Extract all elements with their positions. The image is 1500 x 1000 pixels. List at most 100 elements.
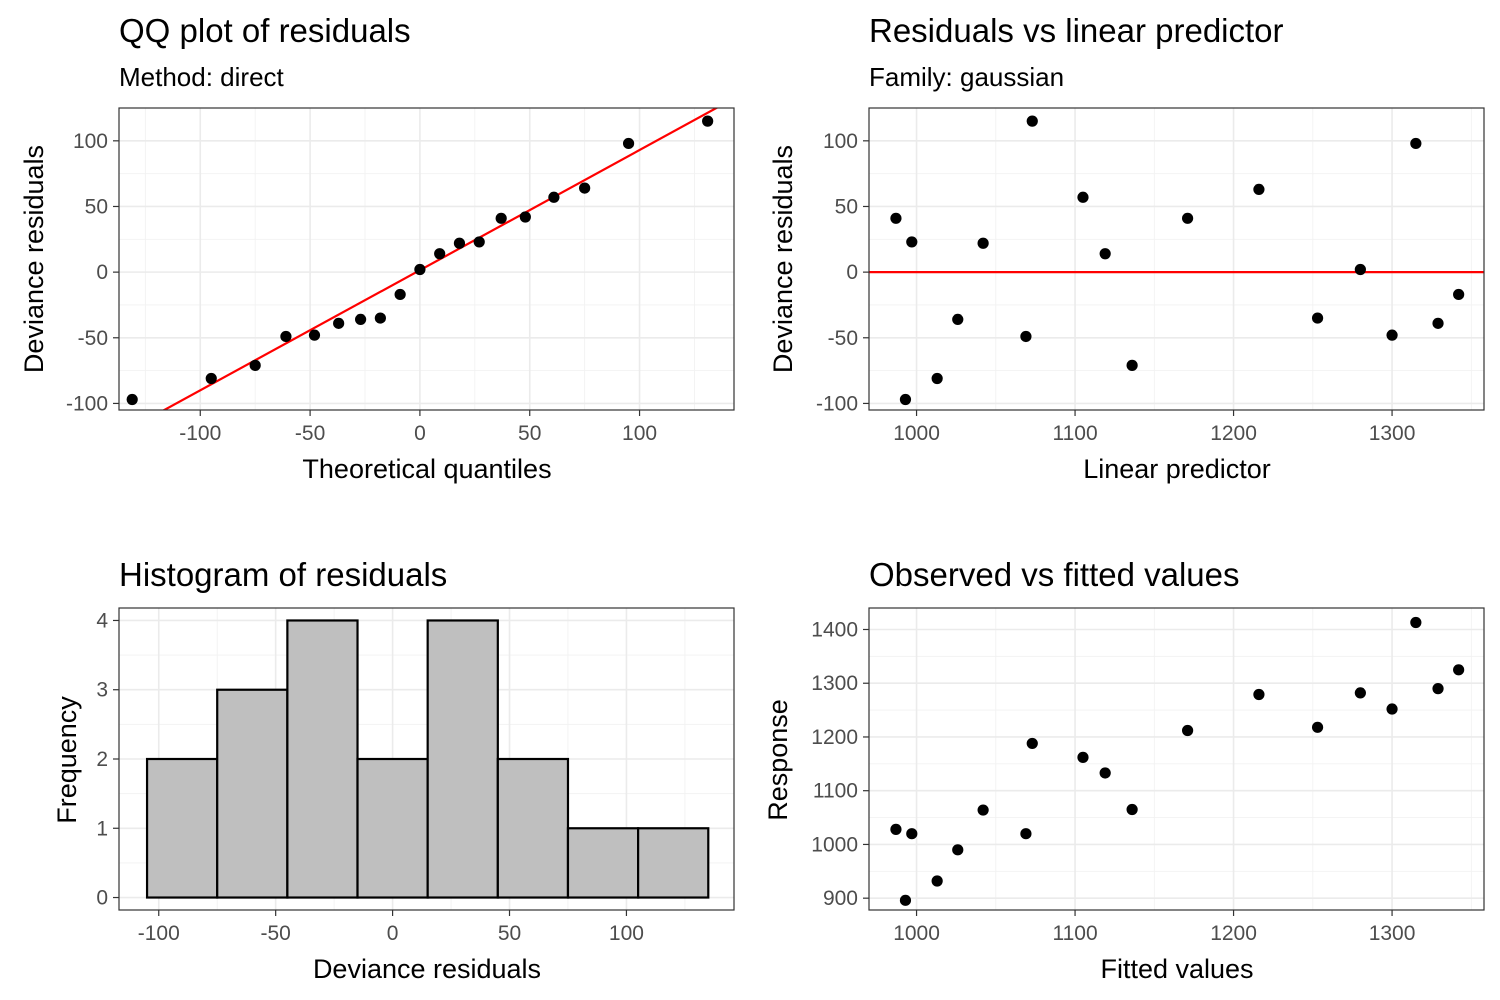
x-tick-label: 1100 bbox=[1052, 922, 1097, 945]
data-point bbox=[1099, 248, 1111, 260]
y-tick-label: 0 bbox=[96, 261, 108, 284]
data-point bbox=[308, 329, 321, 341]
x-tick-label: 1000 bbox=[893, 922, 940, 945]
y-tick-label: 50 bbox=[835, 195, 858, 218]
data-point bbox=[906, 828, 918, 840]
data-point bbox=[453, 237, 466, 249]
x-tick-label: 1100 bbox=[1052, 422, 1097, 445]
data-point bbox=[931, 875, 943, 887]
data-point bbox=[473, 236, 485, 248]
data-point bbox=[1432, 317, 1444, 329]
y-tick-label: 4 bbox=[96, 609, 108, 632]
data-point bbox=[1354, 263, 1366, 276]
y-tick-label: 900 bbox=[823, 887, 858, 910]
histogram-plot-area: -100 -50 0 50 100 0 1 2 3 4 bbox=[96, 607, 735, 945]
data-point bbox=[1410, 616, 1422, 629]
data-point bbox=[1253, 688, 1265, 701]
y-tick-label: 3 bbox=[96, 679, 108, 702]
y-tick-label: 2 bbox=[96, 748, 108, 771]
qq-plot-subtitle: Method: direct bbox=[119, 62, 285, 92]
histogram-bar bbox=[426, 619, 499, 899]
histogram-bar bbox=[216, 688, 289, 899]
data-point bbox=[280, 330, 292, 343]
residuals-vs-predictor-panel: Residuals vs linear predictor Family: ga… bbox=[768, 12, 1485, 484]
x-tick-label: 50 bbox=[498, 922, 521, 945]
histogram-y-axis-title: Frequency bbox=[52, 696, 82, 824]
plot-frame bbox=[868, 107, 1485, 411]
data-point bbox=[1453, 288, 1465, 301]
data-point bbox=[1026, 737, 1038, 750]
qq-plot-area: -100 -50 0 50 100 -100 -50 0 50 100 bbox=[66, 107, 735, 445]
histogram-bar bbox=[566, 827, 640, 899]
data-point bbox=[906, 236, 918, 248]
data-point bbox=[890, 823, 902, 835]
data-point bbox=[890, 212, 902, 224]
y-tick-label: -100 bbox=[816, 392, 858, 415]
x-tick-label: 0 bbox=[387, 922, 399, 945]
x-tick-label: -100 bbox=[179, 422, 221, 445]
histogram-bar bbox=[637, 827, 710, 899]
qq-plot-title: QQ plot of residuals bbox=[119, 12, 411, 49]
residuals-y-axis-title: Deviance residuals bbox=[768, 145, 798, 373]
observed-x-axis-title: Fitted values bbox=[1100, 954, 1253, 984]
data-point bbox=[126, 393, 138, 406]
residuals-plot-title: Residuals vs linear predictor bbox=[869, 12, 1284, 49]
data-point bbox=[702, 115, 714, 127]
residuals-plot-area: 1000 1100 1200 1300 -100 -50 0 50 100 bbox=[816, 107, 1485, 445]
y-tick-label: -50 bbox=[828, 327, 858, 350]
data-point bbox=[1432, 683, 1444, 695]
y-tick-label: -50 bbox=[78, 327, 108, 350]
data-point bbox=[1453, 664, 1465, 676]
data-point bbox=[1181, 724, 1194, 737]
qq-y-axis-title: Deviance residuals bbox=[19, 145, 49, 373]
y-tick-label: 100 bbox=[823, 130, 858, 153]
data-point bbox=[952, 313, 964, 325]
y-tick-label: 1200 bbox=[811, 726, 858, 749]
y-tick-label: 1 bbox=[96, 817, 108, 840]
data-point bbox=[977, 237, 989, 249]
data-point bbox=[434, 248, 446, 260]
plot-frame bbox=[118, 107, 735, 411]
observed-y-axis-title: Response bbox=[763, 699, 793, 821]
data-point bbox=[414, 263, 426, 276]
histogram-bar bbox=[496, 757, 570, 899]
histogram-x-axis-title: Deviance residuals bbox=[313, 954, 541, 984]
histogram-bar bbox=[286, 619, 359, 899]
x-tick-label: -100 bbox=[138, 922, 180, 945]
data-point bbox=[394, 288, 406, 301]
y-tick-label: 1100 bbox=[813, 780, 858, 803]
residuals-x-axis-title: Linear predictor bbox=[1083, 454, 1271, 484]
data-point bbox=[1126, 803, 1138, 816]
x-tick-label: 50 bbox=[518, 422, 541, 445]
data-point bbox=[333, 317, 345, 329]
x-tick-label: 1000 bbox=[893, 422, 940, 445]
data-point bbox=[977, 804, 989, 816]
data-point bbox=[205, 372, 217, 385]
x-tick-label: -50 bbox=[295, 422, 325, 445]
data-point bbox=[1311, 312, 1324, 324]
x-tick-label: 0 bbox=[414, 422, 426, 445]
data-point bbox=[374, 312, 386, 324]
y-tick-label: 1300 bbox=[811, 672, 858, 695]
x-tick-label: 1300 bbox=[1369, 422, 1416, 445]
y-tick-label: 0 bbox=[96, 887, 108, 910]
data-point bbox=[355, 313, 367, 325]
data-point bbox=[495, 212, 507, 224]
y-tick-label: 100 bbox=[73, 130, 108, 153]
histogram-panel: Histogram of residuals -100 -50 0 50 100 0 1 2 3… bbox=[52, 556, 735, 984]
data-point bbox=[1311, 721, 1324, 733]
y-tick-label: -100 bbox=[66, 392, 108, 415]
data-point bbox=[899, 393, 912, 406]
y-tick-label: 0 bbox=[846, 261, 858, 284]
data-point bbox=[899, 894, 912, 906]
x-tick-label: -50 bbox=[260, 922, 290, 945]
data-point bbox=[1077, 191, 1089, 203]
data-point bbox=[249, 359, 261, 371]
observed-plot-area: 1000 1100 1200 1300 900 1000 1100 1200 1300 1400 bbox=[811, 607, 1485, 945]
data-point bbox=[1126, 359, 1138, 371]
x-tick-label: 1200 bbox=[1210, 922, 1257, 945]
data-point bbox=[1020, 828, 1032, 840]
data-point bbox=[579, 182, 591, 194]
x-tick-label: 1300 bbox=[1369, 922, 1416, 945]
